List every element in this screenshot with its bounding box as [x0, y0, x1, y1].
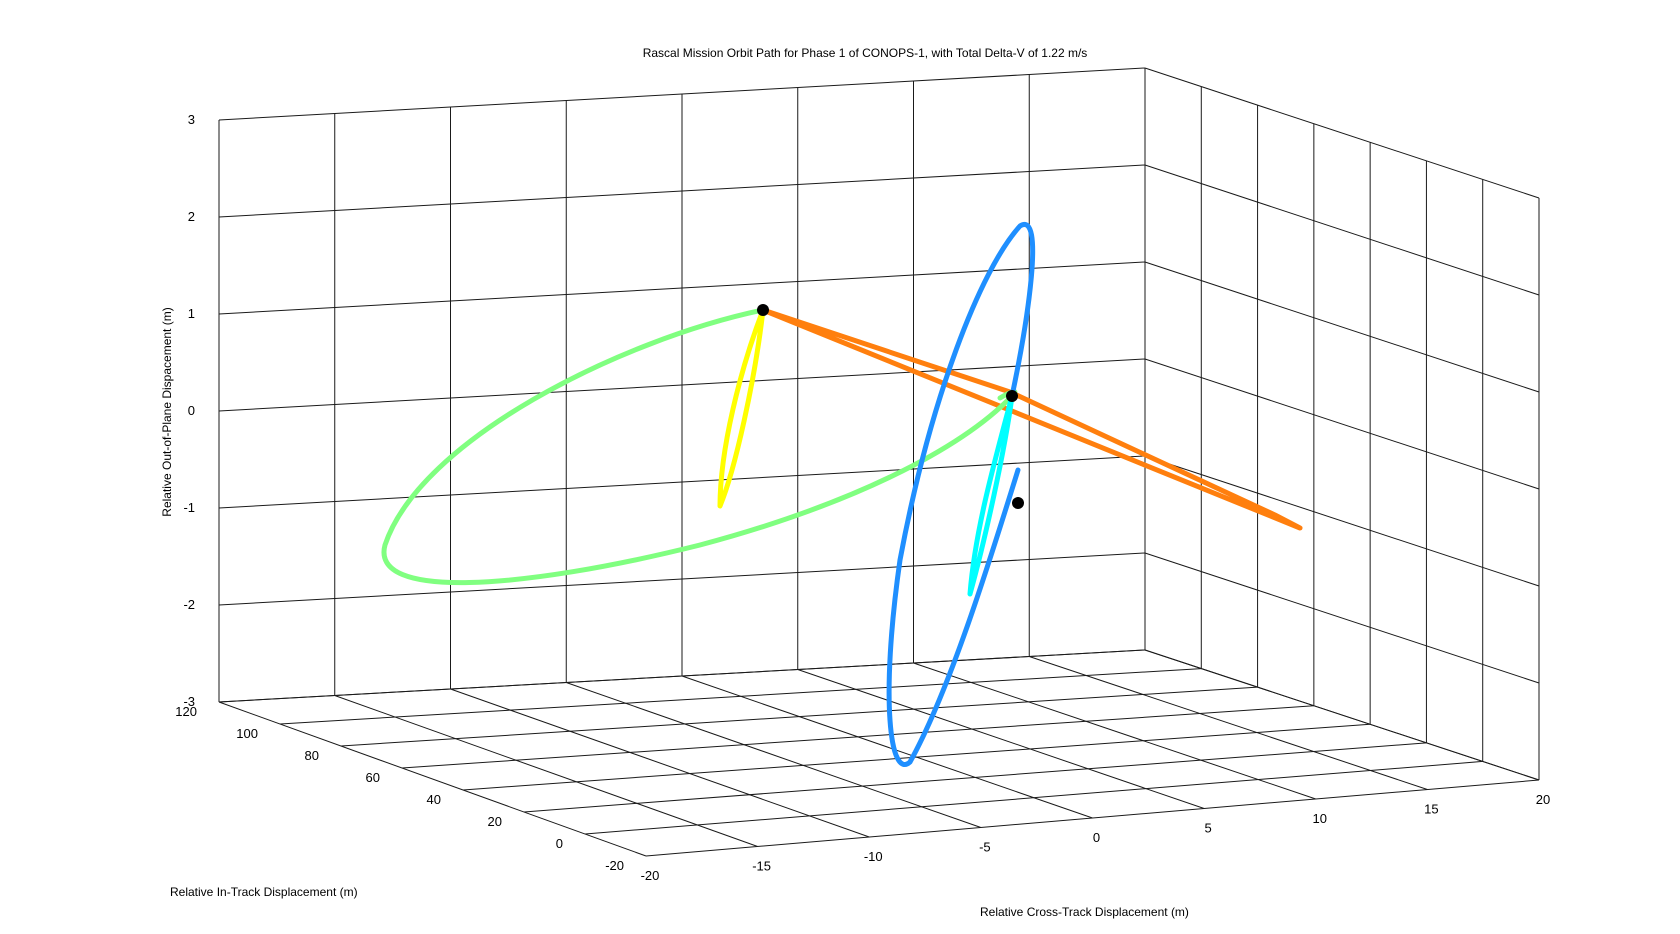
floor-gridline: [279, 668, 1202, 725]
floor-gridline: [913, 662, 1316, 800]
x-tick-label: -20: [641, 868, 660, 883]
back-wall-gridline: [218, 358, 1146, 412]
floor-gridline: [523, 742, 1427, 813]
floor-gridline: [645, 779, 1540, 857]
z-tick-label: 3: [188, 112, 195, 127]
x-tick-label: 5: [1205, 821, 1212, 836]
floor-gridline: [218, 649, 1146, 703]
side-wall-gridline: [1144, 552, 1540, 684]
trajectory-series-line: [886, 221, 1036, 767]
y-tick-label: 20: [488, 814, 502, 829]
x-tick-label: 10: [1313, 811, 1327, 826]
z-tick-label: -2: [183, 597, 195, 612]
x-tick-label: -10: [864, 849, 883, 864]
maneuver-point-marker: [1006, 390, 1018, 402]
back-wall-gridline: [218, 67, 1146, 121]
trajectory-series-line: [717, 307, 766, 509]
y-tick-label: 0: [556, 836, 563, 851]
y-tick-label: 100: [236, 726, 258, 741]
back-wall-gridline: [218, 164, 1146, 218]
z-tick-label: -3: [183, 694, 195, 709]
chart-title: Rascal Mission Orbit Path for Phase 1 of…: [643, 46, 1088, 60]
z-tick-label: 2: [188, 209, 195, 224]
side-wall-gridline: [1144, 358, 1540, 490]
trajectory-series: [381, 221, 1303, 767]
trajectory-series-line: [967, 393, 1015, 597]
floor-gridline: [334, 695, 758, 847]
x-tick-label: 0: [1093, 830, 1100, 845]
x-tick-label: -15: [752, 859, 771, 874]
floor-gridline: [218, 701, 647, 857]
side-wall-gridline: [1144, 455, 1540, 587]
y-tick-label: 120: [175, 704, 197, 719]
x-tick-label: 20: [1536, 792, 1550, 807]
z-axis-label: Relative Out-of-Plane Dispacement (m): [160, 307, 174, 516]
floor-gridline: [401, 705, 1314, 769]
y-axis-label: Relative In-Track Displacement (m): [170, 885, 358, 899]
grid: [218, 67, 1540, 857]
trajectory-series-line: [760, 307, 1303, 531]
floor-gridline: [566, 682, 982, 828]
floor-gridline: [462, 723, 1371, 791]
side-wall-gridline: [1144, 164, 1540, 296]
x-tick-label: 15: [1424, 802, 1438, 817]
tick-labels: -3-2-10123-20-15-10-505101520-2002040608…: [175, 112, 1550, 883]
floor-gridline: [450, 688, 870, 838]
floor-gridline: [797, 669, 1205, 809]
z-tick-label: -1: [183, 500, 195, 515]
side-wall-gridline: [1144, 67, 1540, 199]
y-tick-label: 80: [305, 748, 319, 763]
z-tick-label: 1: [188, 306, 195, 321]
floor-gridline: [681, 675, 1093, 819]
trajectory-series-line: [381, 307, 1018, 585]
y-tick-label: 60: [366, 770, 380, 785]
y-tick-label: -20: [605, 858, 624, 873]
back-wall-gridline: [218, 455, 1146, 509]
y-tick-label: 40: [427, 792, 441, 807]
floor-gridline: [584, 760, 1483, 835]
floor-gridline: [340, 686, 1258, 747]
z-tick-label: 0: [188, 403, 195, 418]
maneuver-point-marker: [757, 304, 769, 316]
maneuver-markers: [757, 304, 1024, 509]
floor-gridline: [1029, 656, 1428, 790]
maneuver-point-marker: [1012, 497, 1024, 509]
side-wall-gridline: [1144, 261, 1540, 393]
x-axis-label: Relative Cross-Track Displacement (m): [980, 905, 1189, 919]
x-tick-label: -5: [979, 840, 991, 855]
floor-gridline: [1144, 649, 1540, 781]
